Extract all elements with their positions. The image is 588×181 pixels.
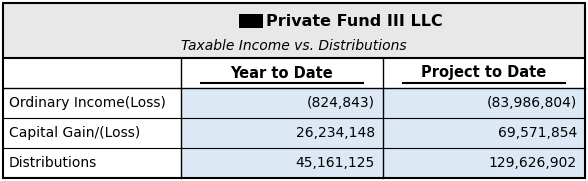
Text: (824,843): (824,843) — [307, 96, 375, 110]
Text: (83,986,804): (83,986,804) — [487, 96, 577, 110]
Text: Taxable Income vs. Distributions: Taxable Income vs. Distributions — [181, 39, 407, 53]
Text: Distributions: Distributions — [9, 156, 97, 170]
Text: 69,571,854: 69,571,854 — [498, 126, 577, 140]
Text: Ordinary Income(Loss): Ordinary Income(Loss) — [9, 96, 166, 110]
Text: 45,161,125: 45,161,125 — [296, 156, 375, 170]
Bar — [181, 118, 585, 148]
Text: Capital Gain/(Loss): Capital Gain/(Loss) — [9, 126, 141, 140]
Bar — [3, 3, 585, 58]
Bar — [181, 148, 585, 178]
Text: 129,626,902: 129,626,902 — [489, 156, 577, 170]
Text: Private Fund III LLC: Private Fund III LLC — [266, 14, 443, 29]
Text: Year to Date: Year to Date — [230, 66, 333, 81]
Text: 26,234,148: 26,234,148 — [296, 126, 375, 140]
Bar — [3, 58, 585, 88]
Text: Project to Date: Project to Date — [422, 66, 547, 81]
Bar — [239, 14, 263, 28]
Bar — [181, 88, 585, 118]
